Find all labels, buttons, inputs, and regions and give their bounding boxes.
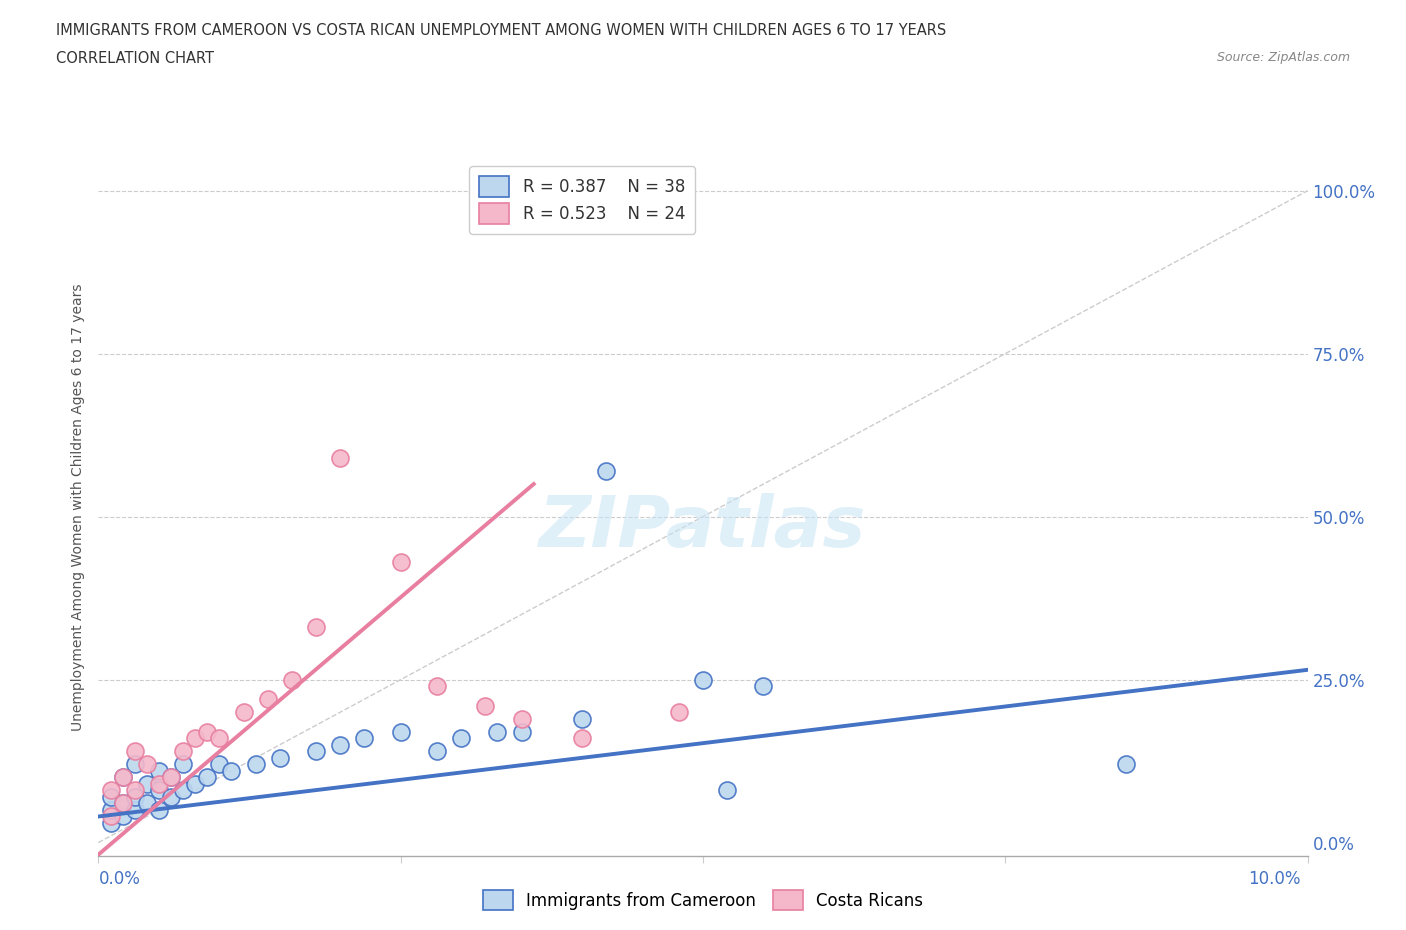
Point — [389, 724, 412, 739]
Point — [172, 744, 194, 759]
Text: IMMIGRANTS FROM CAMEROON VS COSTA RICAN UNEMPLOYMENT AMONG WOMEN WITH CHILDREN A: IMMIGRANTS FROM CAMEROON VS COSTA RICAN … — [56, 23, 946, 38]
Point — [281, 672, 304, 687]
Point — [124, 744, 146, 759]
Point — [571, 731, 593, 746]
Point — [148, 803, 170, 817]
Point — [426, 744, 449, 759]
Point — [426, 679, 449, 694]
Point — [692, 672, 714, 687]
Point — [111, 770, 134, 785]
Point — [135, 777, 157, 791]
Point — [208, 731, 231, 746]
Point — [474, 698, 496, 713]
Text: ZIPatlas: ZIPatlas — [540, 493, 866, 563]
Point — [195, 770, 218, 785]
Point — [135, 796, 157, 811]
Point — [184, 731, 207, 746]
Point — [111, 796, 134, 811]
Point — [571, 711, 593, 726]
Point — [184, 777, 207, 791]
Point — [208, 757, 231, 772]
Point — [100, 783, 122, 798]
Point — [353, 731, 375, 746]
Point — [245, 757, 267, 772]
Point — [389, 555, 412, 570]
Point — [100, 803, 122, 817]
Point — [111, 809, 134, 824]
Legend: Immigrants from Cameroon, Costa Ricans: Immigrants from Cameroon, Costa Ricans — [477, 884, 929, 917]
Point — [100, 809, 122, 824]
Point — [124, 783, 146, 798]
Y-axis label: Unemployment Among Women with Children Ages 6 to 17 years: Unemployment Among Women with Children A… — [72, 283, 86, 731]
Point — [269, 751, 291, 765]
Point — [160, 770, 183, 785]
Text: CORRELATION CHART: CORRELATION CHART — [56, 51, 214, 66]
Text: 0.0%: 0.0% — [98, 870, 141, 888]
Point — [148, 764, 170, 778]
Point — [100, 816, 122, 830]
Point — [100, 790, 122, 804]
Point — [232, 705, 254, 720]
Point — [195, 724, 218, 739]
Point — [752, 679, 775, 694]
Point — [329, 737, 352, 752]
Point — [510, 724, 533, 739]
Point — [305, 744, 328, 759]
Point — [256, 692, 278, 707]
Point — [111, 770, 134, 785]
Point — [148, 783, 170, 798]
Point — [172, 783, 194, 798]
Point — [148, 777, 170, 791]
Point — [510, 711, 533, 726]
Point — [124, 790, 146, 804]
Point — [124, 757, 146, 772]
Point — [111, 796, 134, 811]
Point — [221, 764, 243, 778]
Point — [450, 731, 472, 746]
Point — [160, 770, 183, 785]
Legend: R = 0.387    N = 38, R = 0.523    N = 24: R = 0.387 N = 38, R = 0.523 N = 24 — [470, 166, 695, 233]
Point — [160, 790, 183, 804]
Point — [595, 463, 617, 478]
Point — [716, 783, 738, 798]
Point — [124, 803, 146, 817]
Point — [135, 757, 157, 772]
Point — [1115, 757, 1137, 772]
Text: Source: ZipAtlas.com: Source: ZipAtlas.com — [1216, 51, 1350, 64]
Point — [172, 757, 194, 772]
Point — [668, 705, 690, 720]
Point — [329, 450, 352, 465]
Point — [305, 620, 328, 635]
Text: 10.0%: 10.0% — [1249, 870, 1301, 888]
Point — [486, 724, 509, 739]
